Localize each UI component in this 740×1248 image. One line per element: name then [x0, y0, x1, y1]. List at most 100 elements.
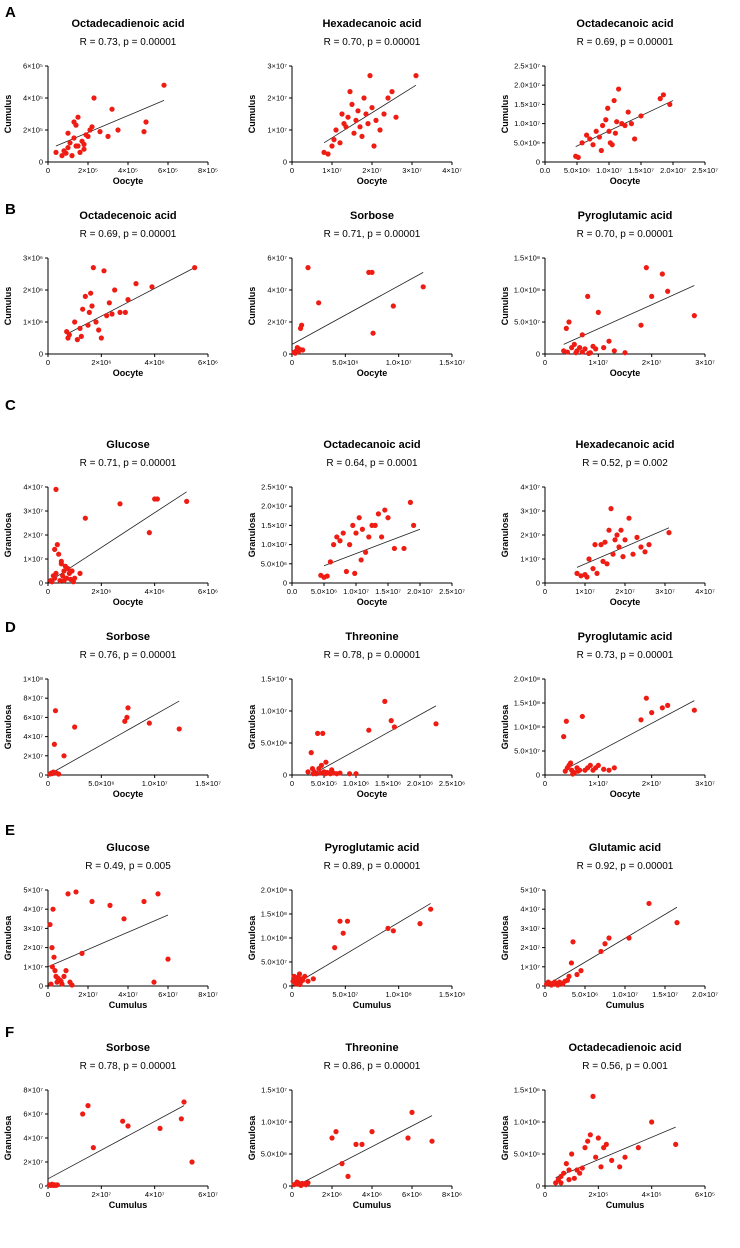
- data-point: [81, 146, 87, 152]
- data-point: [176, 726, 182, 732]
- chart-subtitle: R = 0.73, p = 0.00001: [577, 650, 674, 661]
- y-tick-label: 2×10⁷: [520, 943, 540, 952]
- data-point: [49, 945, 55, 951]
- x-tick-label: 8×10⁵: [198, 166, 218, 175]
- data-point: [563, 718, 569, 724]
- y-axis-label: Granulosa: [247, 915, 257, 961]
- chart-subtitle: R = 0.64, p = 0.0001: [326, 458, 418, 469]
- regression-line: [544, 906, 678, 987]
- x-tick-label: 4×10⁶: [145, 587, 165, 596]
- data-point: [77, 149, 83, 155]
- data-point: [586, 350, 592, 356]
- data-point: [417, 921, 423, 927]
- chart-B-1: Octadecenoic acid R = 0.69, p = 0.00001 0 2…: [3, 210, 218, 378]
- y-tick-label: 0: [283, 579, 287, 588]
- x-tick-label: 2×10⁷: [362, 166, 382, 175]
- data-point: [611, 348, 617, 354]
- data-point: [585, 293, 591, 299]
- x-tick-label: 0: [290, 166, 294, 175]
- data-point: [101, 268, 107, 274]
- data-point: [579, 332, 585, 338]
- x-tick-label: 1.5×10⁷: [195, 779, 221, 788]
- chart-subtitle: R = 0.92, p = 0.00001: [577, 861, 674, 872]
- data-point: [65, 130, 71, 136]
- data-point: [616, 544, 622, 550]
- x-tick-label: 4×10⁵: [118, 166, 138, 175]
- data-point: [411, 522, 417, 529]
- data-point: [598, 1164, 604, 1170]
- data-point: [574, 570, 580, 577]
- data-point: [73, 889, 79, 895]
- x-axis-label: Cumulus: [353, 1200, 392, 1210]
- data-point: [609, 142, 615, 148]
- data-point: [562, 768, 568, 774]
- data-point: [590, 566, 596, 572]
- y-tick-label: 1.5×10⁷: [261, 675, 287, 684]
- data-point: [355, 108, 361, 114]
- data-point: [96, 327, 102, 333]
- data-point: [598, 948, 604, 955]
- data-point: [606, 527, 612, 533]
- data-point: [604, 561, 610, 567]
- data-point: [674, 920, 680, 926]
- x-tick-label: 1×10⁷: [575, 587, 595, 596]
- data-point: [115, 127, 121, 133]
- data-point: [659, 271, 665, 277]
- data-point: [628, 121, 635, 127]
- y-tick-label: 0: [536, 1182, 540, 1191]
- x-tick-label: 0: [290, 779, 294, 788]
- data-point: [299, 322, 305, 328]
- data-point: [582, 346, 588, 352]
- x-tick-label: 0: [543, 990, 547, 999]
- y-tick-label: 6×10⁷: [23, 713, 43, 722]
- data-point: [91, 95, 97, 101]
- data-point: [345, 114, 351, 120]
- chart-D-3: Pyroglutamic acid R = 0.73, p = 0.00001 0 1…: [500, 631, 715, 799]
- x-tick-label: 3×10⁷: [695, 358, 715, 367]
- x-tick-label: 5.0×10⁶: [88, 779, 114, 788]
- data-point: [353, 530, 359, 536]
- data-point: [428, 906, 434, 912]
- x-tick-label: 0: [290, 358, 294, 367]
- data-point: [308, 750, 314, 756]
- data-point: [570, 939, 576, 945]
- data-point: [574, 971, 580, 978]
- data-point: [571, 341, 577, 347]
- y-tick-label: 0: [39, 771, 43, 780]
- data-point: [601, 345, 607, 351]
- data-point: [625, 109, 631, 115]
- data-point: [389, 89, 395, 95]
- data-point: [638, 717, 644, 723]
- y-tick-label: 1×10⁶: [23, 318, 43, 327]
- chart-A-1: Octadecadienoic acid R = 0.73, p = 0.0000…: [3, 18, 218, 186]
- data-point: [612, 130, 619, 136]
- data-point: [575, 154, 581, 160]
- data-point: [69, 153, 75, 159]
- data-point: [72, 319, 78, 325]
- y-tick-label: 1×10⁷: [520, 555, 540, 564]
- x-axis-label: Oocyte: [113, 789, 144, 799]
- data-point: [630, 551, 636, 557]
- x-tick-label: 3×10⁷: [655, 587, 675, 596]
- x-axis-label: Oocyte: [113, 597, 144, 607]
- chart-title: Glucose: [106, 842, 149, 854]
- data-point: [558, 1180, 564, 1186]
- data-point: [401, 545, 407, 552]
- data-point: [331, 137, 337, 143]
- data-point: [52, 708, 59, 714]
- data-point: [612, 537, 618, 543]
- data-point: [561, 1170, 567, 1176]
- data-point: [570, 771, 576, 777]
- data-point: [592, 542, 598, 548]
- x-tick-label: 1.5×10⁷: [652, 990, 678, 999]
- data-point: [72, 575, 78, 581]
- data-point: [353, 771, 359, 777]
- data-point: [563, 325, 569, 331]
- data-point: [566, 1177, 572, 1183]
- chart-E-3: Glutamic acid R = 0.92, p = 0.00001 0 5.0×1…: [500, 842, 718, 1010]
- x-tick-label: 2.5×10⁷: [692, 166, 718, 175]
- chart-subtitle: R = 0.69, p = 0.00001: [577, 37, 674, 48]
- x-tick-label: 0: [543, 358, 547, 367]
- data-point: [573, 350, 579, 356]
